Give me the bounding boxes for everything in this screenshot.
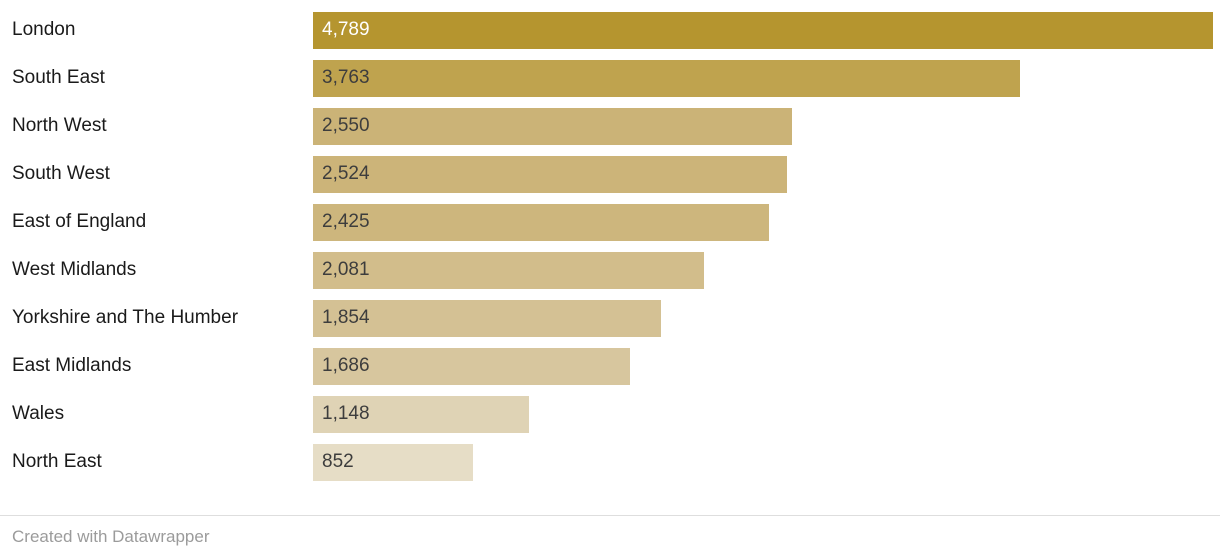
bar-row: South West 2,524 <box>12 150 1213 198</box>
category-label: South West <box>12 163 110 184</box>
bar-track: 852 <box>313 443 1213 481</box>
bar: 1,148 <box>313 395 529 433</box>
chart-footer: Created with Datawrapper <box>0 515 1220 547</box>
bar-track: 2,524 <box>313 155 1213 193</box>
value-label: 1,686 <box>322 355 370 376</box>
bar-track: 4,789 <box>313 11 1213 49</box>
category-label: North West <box>12 115 107 136</box>
value-label: 1,854 <box>322 307 370 328</box>
bar: 4,789 <box>313 11 1213 49</box>
value-label: 1,148 <box>322 403 370 424</box>
bar-row: North West 2,550 <box>12 102 1213 150</box>
bar: 3,763 <box>313 59 1021 97</box>
category-label: South East <box>12 67 105 88</box>
bar: 1,686 <box>313 347 630 385</box>
value-label: 2,081 <box>322 259 370 280</box>
value-label: 3,763 <box>322 67 370 88</box>
bar-row: East of England 2,425 <box>12 198 1213 246</box>
category-label: London <box>12 19 76 40</box>
bar-row: South East 3,763 <box>12 54 1213 102</box>
bar: 2,081 <box>313 251 705 289</box>
category-label: East Midlands <box>12 355 132 376</box>
datawrapper-credit-link[interactable]: Created with Datawrapper <box>12 527 210 546</box>
category-label: Wales <box>12 403 65 424</box>
bar-track: 3,763 <box>313 59 1213 97</box>
bar: 1,854 <box>313 299 662 337</box>
bar-row: Yorkshire and The Humber 1,854 <box>12 294 1213 342</box>
value-label: 2,524 <box>322 163 370 184</box>
value-label: 2,550 <box>322 115 370 136</box>
bar: 2,425 <box>313 203 769 241</box>
bar-row: London 4,789 <box>12 6 1213 54</box>
bar-row: East Midlands 1,686 <box>12 342 1213 390</box>
category-label: North East <box>12 451 102 472</box>
value-label: 2,425 <box>322 211 370 232</box>
bar-track: 1,854 <box>313 299 1213 337</box>
bar: 2,550 <box>313 107 793 145</box>
category-label: East of England <box>12 211 147 232</box>
value-label: 4,789 <box>322 19 370 40</box>
bar-track: 1,148 <box>313 395 1213 433</box>
bar-chart: London 4,789 South East 3,763 North West… <box>12 6 1213 486</box>
bar-track: 2,081 <box>313 251 1213 289</box>
bar-row: North East 852 <box>12 438 1213 486</box>
bar-track: 2,425 <box>313 203 1213 241</box>
bar-track: 2,550 <box>313 107 1213 145</box>
category-label: Yorkshire and The Humber <box>12 307 239 328</box>
bar: 852 <box>313 443 474 481</box>
category-label: West Midlands <box>12 259 137 280</box>
bar-row: West Midlands 2,081 <box>12 246 1213 294</box>
bar-row: Wales 1,148 <box>12 390 1213 438</box>
value-label: 852 <box>322 451 354 472</box>
bar: 2,524 <box>313 155 788 193</box>
bar-track: 1,686 <box>313 347 1213 385</box>
